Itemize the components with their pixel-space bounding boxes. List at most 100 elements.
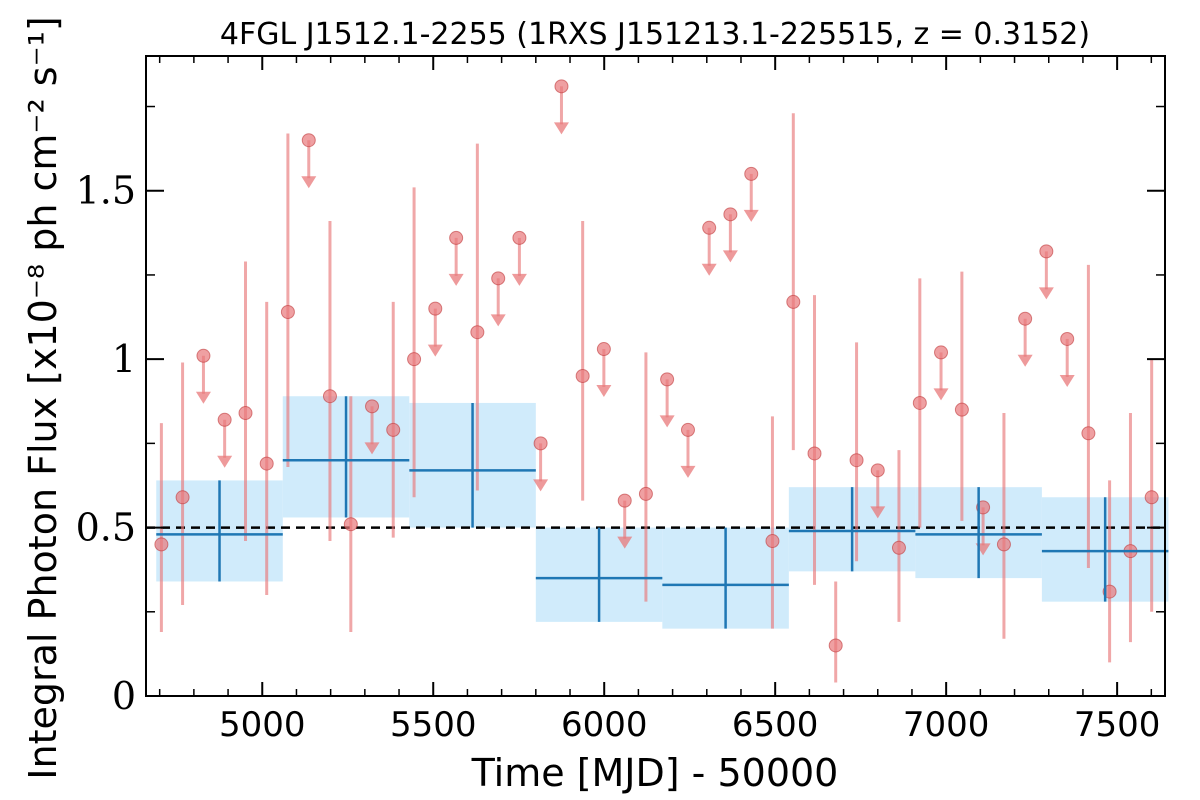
detection-marker (322, 389, 337, 404)
upper-limit-marker (449, 230, 464, 245)
detection-marker (912, 395, 927, 410)
detection-point (280, 133, 295, 467)
bin-point (788, 487, 916, 572)
upper-limit-arrow (1038, 287, 1054, 300)
detection-point (575, 221, 590, 501)
detection-marker (238, 406, 253, 421)
y-tick-label: 1.5 (76, 169, 136, 213)
detection-marker (954, 402, 969, 417)
upper-limit-marker (617, 493, 632, 508)
upper-limit-arrow (701, 263, 717, 276)
chart-title: 4FGL J1512.1-2255 (1RXS J151213.1-225515… (220, 17, 1090, 52)
upper-limit-marker (217, 412, 232, 427)
x-axis: 5000 5500 6000 6500 7000 7500 (158, 56, 1161, 745)
detection-marker (407, 352, 422, 367)
upper-limit-arrow (195, 391, 211, 404)
upper-limit (448, 230, 464, 286)
upper-limit-marker (365, 399, 380, 414)
upper-limit-marker (554, 79, 569, 94)
upper-limit (743, 166, 759, 222)
detection-marker (828, 638, 843, 653)
detection-point (954, 271, 969, 521)
y-axis: 0 0.5 1 1.5 (76, 105, 1165, 718)
upper-limit-marker (744, 166, 759, 181)
detection-marker (280, 305, 295, 319)
upper-limit-arrow (427, 344, 443, 357)
detection-marker (175, 490, 190, 505)
detection-point (996, 413, 1011, 639)
y-axis-label: Integral Photon Flux [x10⁻⁸ ph cm⁻² s⁻¹] (21, 16, 65, 779)
detection-point (849, 342, 864, 562)
upper-limit-marker (533, 436, 548, 451)
detection-marker (259, 456, 274, 471)
upper-limit-marker (596, 342, 611, 357)
detection-point (322, 221, 337, 542)
upper-limit-points (195, 79, 1075, 556)
upper-limit-arrow (490, 314, 506, 327)
detection-point (343, 396, 358, 632)
detection-points (154, 113, 1159, 683)
upper-limit-marker (196, 348, 211, 363)
bin-point (1041, 497, 1169, 602)
upper-limit-marker (723, 207, 738, 222)
x-tick-label: 6500 (732, 705, 819, 745)
detection-point (786, 113, 801, 451)
detection-marker (849, 453, 864, 468)
upper-limit (680, 422, 696, 478)
upper-limit-marker (680, 422, 695, 437)
upper-limit-arrow (217, 455, 233, 468)
x-axis-label: Time [MJD] - 50000 (471, 751, 839, 795)
upper-limit-arrow (301, 176, 317, 189)
binned-points (156, 396, 1169, 629)
upper-limit (195, 348, 211, 404)
upper-limit-arrow (364, 442, 380, 455)
x-tick-label: 7500 (1074, 705, 1161, 745)
detection-point (407, 187, 422, 498)
bin-point (409, 402, 536, 528)
bin-point (662, 527, 789, 629)
upper-limit-marker (428, 301, 443, 316)
upper-limit-marker (301, 133, 316, 148)
detection-marker (1144, 490, 1159, 505)
upper-limit-arrow (511, 273, 527, 286)
upper-limit-arrow (933, 388, 949, 401)
detection-marker (1081, 426, 1096, 441)
upper-limit-marker (660, 372, 675, 387)
upper-limit-arrow (722, 250, 738, 263)
detection-point (828, 581, 843, 683)
detection-point (386, 301, 401, 538)
bin-point (915, 487, 1042, 579)
upper-limit-arrow (1017, 354, 1033, 367)
y-tick-label: 0 (112, 674, 136, 718)
upper-limit (490, 271, 506, 327)
axes-frame (145, 55, 1166, 697)
upper-limit-arrow (1059, 374, 1075, 387)
upper-limit-marker (1039, 244, 1054, 259)
upper-limit (1017, 311, 1033, 367)
detection-point (638, 352, 653, 602)
upper-limit (659, 372, 675, 428)
detection-marker (765, 534, 780, 549)
upper-limit-marker (934, 345, 949, 360)
detection-point (238, 261, 253, 542)
upper-limit (364, 399, 380, 455)
upper-limit (1059, 331, 1075, 387)
upper-limit (596, 342, 612, 398)
upper-limit (553, 79, 569, 135)
upper-limit-arrow (448, 273, 464, 286)
upper-limit (870, 463, 886, 519)
detection-marker (807, 446, 822, 461)
detection-marker (638, 486, 653, 501)
detection-marker (470, 325, 485, 340)
upper-limit-arrow (659, 415, 675, 428)
y-tick-label: 0.5 (76, 506, 136, 550)
plot-frame (145, 55, 1166, 697)
upper-limit-arrow (617, 536, 633, 549)
upper-limit (427, 301, 443, 357)
bin-point (282, 396, 410, 518)
upper-limit-marker (512, 230, 527, 245)
upper-limit-marker (1018, 311, 1033, 326)
upper-limit-arrow (870, 506, 886, 519)
detection-point (1144, 359, 1159, 612)
